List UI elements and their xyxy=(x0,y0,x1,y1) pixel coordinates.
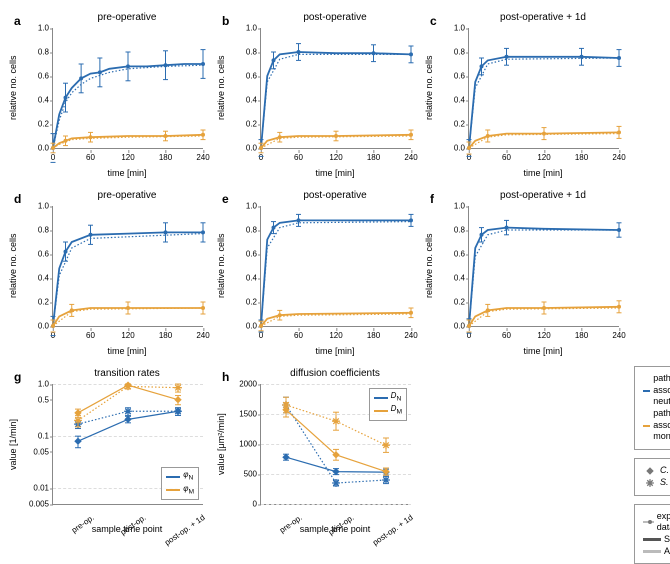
panel-b: bpost-operativerelative no. cellstime [m… xyxy=(218,10,418,180)
panel-g: gtransition ratesvalue [1/min]sample tim… xyxy=(10,366,210,536)
panel-c: cpost-operative + 1drelative no. cellsti… xyxy=(426,10,626,180)
panel-a: apre-operativerelative no. cellstime [mi… xyxy=(10,10,210,180)
spacer-row3 xyxy=(426,366,626,536)
panel-d: dpre-operativerelative no. cellstime [mi… xyxy=(10,188,210,358)
right-legend: pathogens associated to neutrophilspatho… xyxy=(634,366,670,536)
panel-e: epost-operativerelative no. cellstime [m… xyxy=(218,188,418,358)
spacer-row1 xyxy=(634,10,670,180)
panel-f: fpost-operative + 1drelative no. cellsti… xyxy=(426,188,626,358)
figure-grid: apre-operativerelative no. cellstime [mi… xyxy=(10,10,660,536)
spacer-row2 xyxy=(634,188,670,358)
panel-h: hdiffusion coefficientsvalue [μm²/min]sa… xyxy=(218,366,418,536)
